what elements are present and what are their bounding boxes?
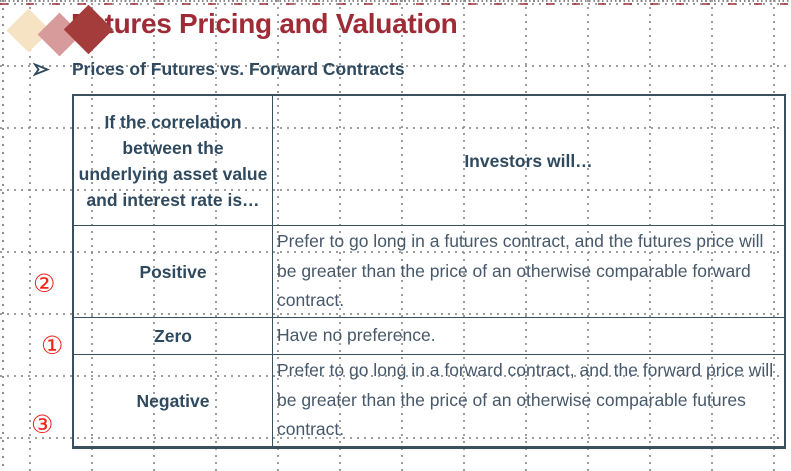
row-zero-label: Zero — [74, 318, 273, 355]
section-title: Prices of Futures vs. Forward Contracts — [72, 59, 405, 79]
annotation-circled-1: ① — [41, 331, 64, 360]
row-negative-text: Prefer to go long in a forward contract,… — [277, 360, 774, 440]
column-header-correlation: If the correlation between the underlyin… — [74, 96, 273, 226]
futures-vs-forward-table: If the correlation between the underlyin… — [72, 94, 786, 449]
annotation-circled-3: ③ — [31, 410, 54, 439]
row-zero-text: Have no preference. — [273, 318, 784, 355]
column-header-investors: Investors will… — [273, 96, 784, 226]
row-negative-label: Negative — [74, 355, 273, 446]
left-dotted-border — [2, 0, 4, 471]
annotation-circled-2: ② — [33, 269, 56, 298]
top-dotted-border — [0, 0, 791, 2]
row-positive-label: Positive — [74, 226, 273, 318]
top-red-dashed-line — [0, 3, 791, 5]
row-positive-text: Prefer to go long in a futures contract,… — [273, 226, 784, 318]
page-title: Futures Pricing and Valuation — [71, 8, 458, 39]
arrow-bullet-icon — [32, 62, 50, 77]
section-heading: Prices of Futures vs. Forward Contracts — [32, 59, 405, 80]
